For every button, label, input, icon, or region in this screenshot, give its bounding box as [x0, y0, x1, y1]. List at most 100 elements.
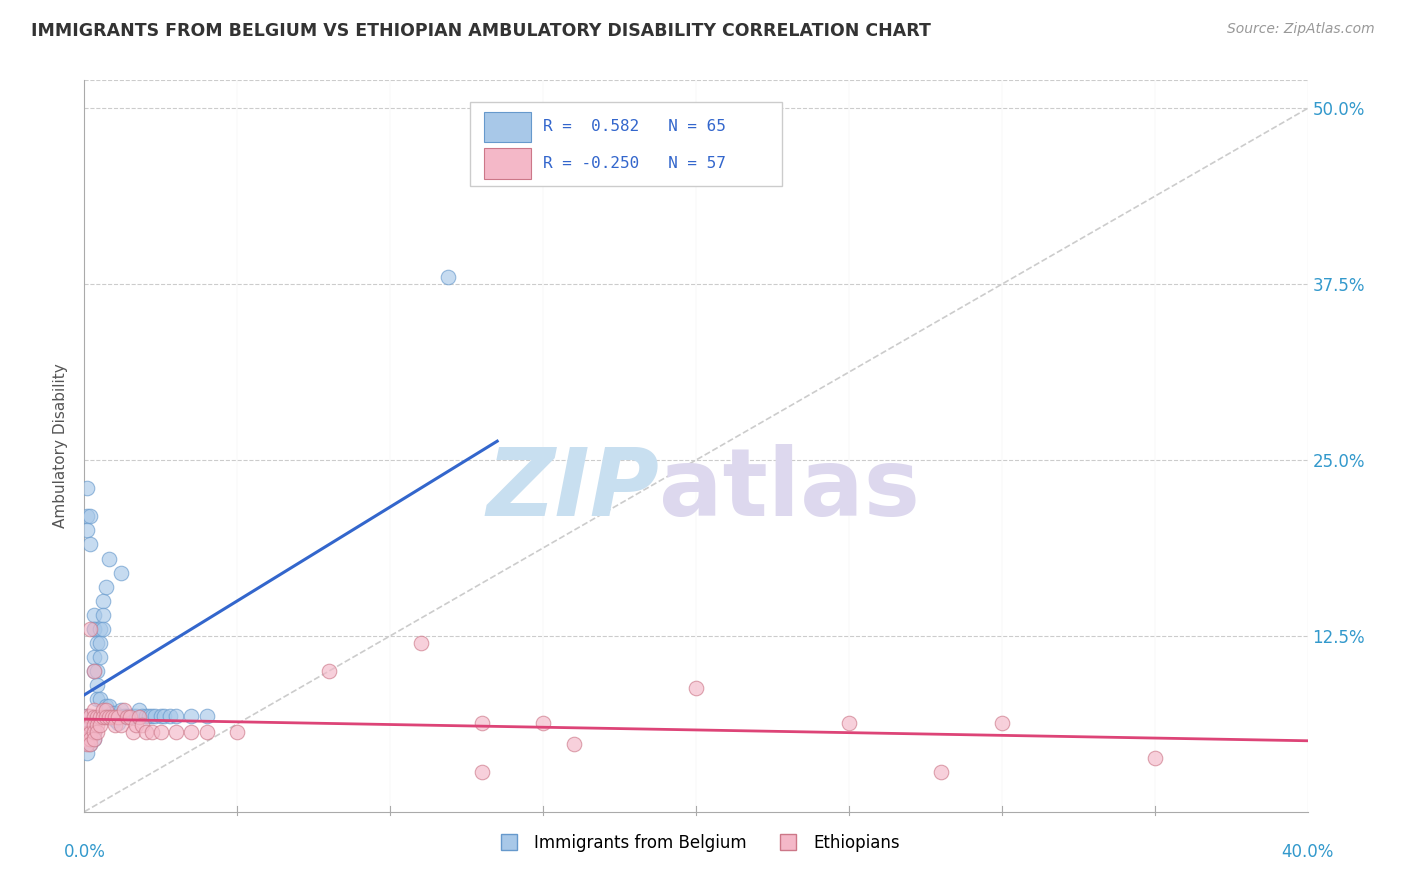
Point — [83, 622, 105, 636]
Point — [76, 481, 98, 495]
Point — [159, 709, 181, 723]
Point — [685, 681, 707, 695]
Point — [83, 607, 105, 622]
Point — [110, 717, 132, 731]
Point — [76, 734, 98, 748]
Point — [89, 622, 111, 636]
Point — [79, 720, 101, 734]
Text: 0.0%: 0.0% — [63, 843, 105, 861]
Point — [91, 593, 114, 607]
Text: Source: ZipAtlas.com: Source: ZipAtlas.com — [1227, 22, 1375, 37]
Text: ZIP: ZIP — [486, 444, 659, 536]
Point — [79, 537, 101, 551]
Point — [180, 709, 202, 723]
Point — [195, 724, 218, 739]
Point — [112, 703, 135, 717]
Text: R =  0.582   N = 65: R = 0.582 N = 65 — [543, 119, 725, 134]
Text: IMMIGRANTS FROM BELGIUM VS ETHIOPIAN AMBULATORY DISABILITY CORRELATION CHART: IMMIGRANTS FROM BELGIUM VS ETHIOPIAN AMB… — [31, 22, 931, 40]
Point — [110, 703, 132, 717]
Point — [104, 717, 127, 731]
Point — [107, 716, 129, 731]
Point — [471, 765, 494, 780]
Bar — [484, 112, 531, 143]
Point — [122, 724, 145, 739]
Point — [838, 716, 860, 731]
Point — [83, 717, 105, 731]
Y-axis label: Ambulatory Disability: Ambulatory Disability — [53, 364, 69, 528]
Point — [165, 709, 187, 723]
Point — [97, 551, 120, 566]
Point — [107, 709, 129, 723]
Point — [79, 731, 101, 746]
Point — [115, 710, 138, 724]
Point — [89, 650, 111, 665]
Point — [97, 710, 120, 724]
Point — [409, 636, 432, 650]
Point — [76, 717, 98, 731]
Text: 40.0%: 40.0% — [1281, 843, 1334, 861]
Point — [86, 664, 108, 678]
Point — [79, 509, 101, 524]
Point — [128, 703, 150, 717]
Point — [83, 710, 105, 724]
Point — [531, 716, 554, 731]
Point — [143, 709, 166, 723]
Point — [471, 716, 494, 731]
Text: atlas: atlas — [659, 444, 921, 536]
Point — [165, 724, 187, 739]
Point — [91, 710, 114, 724]
Point — [86, 717, 108, 731]
Point — [149, 709, 172, 723]
Point — [128, 710, 150, 724]
Point — [131, 717, 153, 731]
Point — [94, 580, 117, 594]
Point — [195, 709, 218, 723]
Point — [91, 622, 114, 636]
Point — [135, 709, 157, 723]
Point — [101, 710, 124, 724]
Point — [79, 737, 101, 751]
Point — [120, 710, 142, 724]
Point — [120, 709, 142, 723]
Point — [79, 717, 101, 731]
Point — [437, 270, 460, 285]
Point — [76, 726, 98, 740]
Point — [83, 622, 105, 636]
Point — [79, 731, 101, 746]
Point — [83, 664, 105, 678]
Point — [76, 524, 98, 538]
Point — [79, 726, 101, 740]
Point — [86, 678, 108, 692]
Point — [141, 709, 163, 723]
Point — [86, 692, 108, 706]
Point — [76, 709, 98, 723]
Point — [929, 765, 952, 780]
Point — [149, 724, 172, 739]
Point — [79, 737, 101, 751]
Point — [110, 566, 132, 580]
Point — [79, 726, 101, 740]
Point — [94, 699, 117, 714]
Point — [89, 717, 111, 731]
Point — [104, 714, 127, 728]
Point — [76, 723, 98, 738]
Point — [94, 703, 117, 717]
Point — [153, 709, 176, 723]
Point — [76, 731, 98, 746]
Point — [83, 731, 105, 746]
Text: R = -0.250   N = 57: R = -0.250 N = 57 — [543, 156, 725, 171]
Point — [83, 650, 105, 665]
Point — [141, 724, 163, 739]
Point — [79, 622, 101, 636]
Point — [79, 727, 101, 741]
Point — [131, 709, 153, 723]
Point — [97, 699, 120, 714]
Point — [83, 724, 105, 739]
Point — [180, 724, 202, 739]
Point — [991, 716, 1014, 731]
Point — [318, 664, 340, 678]
Point — [112, 709, 135, 723]
Point — [83, 703, 105, 717]
Point — [83, 664, 105, 678]
Point — [86, 710, 108, 724]
